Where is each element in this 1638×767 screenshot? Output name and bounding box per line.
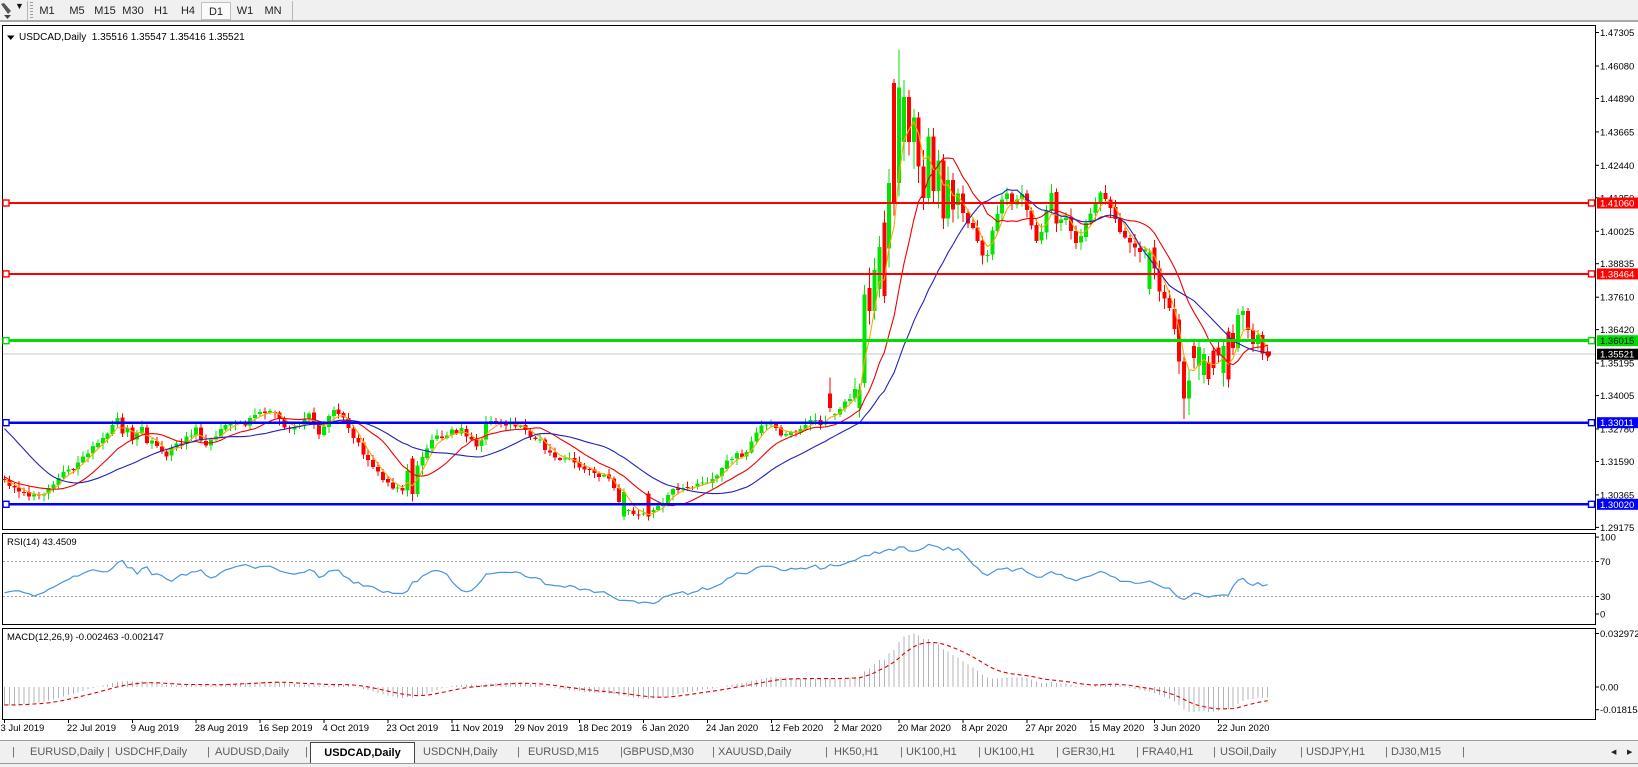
svg-text:1.30020: 1.30020 xyxy=(1600,500,1634,511)
svg-text:8 Apr 2020: 8 Apr 2020 xyxy=(962,723,1008,734)
svg-text:27 Apr 2020: 27 Apr 2020 xyxy=(1025,723,1076,734)
svg-text:100: 100 xyxy=(1600,533,1616,544)
svg-text:18 Dec 2019: 18 Dec 2019 xyxy=(578,723,632,734)
svg-text:1.38464: 1.38464 xyxy=(1600,269,1634,280)
svg-text:6 Jan 2020: 6 Jan 2020 xyxy=(642,723,689,734)
svg-text:9 Aug 2019: 9 Aug 2019 xyxy=(131,723,179,734)
svg-text:1.31590: 1.31590 xyxy=(1600,457,1634,468)
svg-text:24 Jan 2020: 24 Jan 2020 xyxy=(706,723,758,734)
svg-text:1.29175: 1.29175 xyxy=(1600,523,1634,534)
svg-text:1.41060: 1.41060 xyxy=(1600,199,1634,210)
svg-text:-0.018154: -0.018154 xyxy=(1600,705,1638,716)
svg-text:3 Jul 2019: 3 Jul 2019 xyxy=(1,723,45,734)
svg-text:1.36015: 1.36015 xyxy=(1600,336,1634,347)
svg-text:3 Jun 2020: 3 Jun 2020 xyxy=(1153,723,1200,734)
svg-text:RSI(14) 43.4509: RSI(14) 43.4509 xyxy=(7,537,77,548)
svg-text:0: 0 xyxy=(1600,610,1605,621)
svg-text:22 Jun 2020: 22 Jun 2020 xyxy=(1217,723,1269,734)
svg-text:1.30365: 1.30365 xyxy=(1600,490,1634,501)
svg-text:1.40025: 1.40025 xyxy=(1600,227,1634,238)
svg-text:20 Mar 2020: 20 Mar 2020 xyxy=(898,723,951,734)
svg-text:23 Oct 2019: 23 Oct 2019 xyxy=(386,723,438,734)
svg-text:1.42440: 1.42440 xyxy=(1600,161,1634,172)
svg-text:1.35195: 1.35195 xyxy=(1600,359,1634,370)
svg-text:4 Oct 2019: 4 Oct 2019 xyxy=(323,723,369,734)
svg-text:12 Feb 2020: 12 Feb 2020 xyxy=(770,723,823,734)
svg-text:MACD(12,26,9) -0.002463 -0.002: MACD(12,26,9) -0.002463 -0.002147 xyxy=(7,632,164,643)
svg-text:1.46080: 1.46080 xyxy=(1600,62,1634,73)
svg-text:70: 70 xyxy=(1600,557,1611,568)
svg-text:1.33011: 1.33011 xyxy=(1600,418,1634,429)
svg-text:1.44890: 1.44890 xyxy=(1600,94,1634,105)
svg-text:1.43665: 1.43665 xyxy=(1600,127,1634,138)
svg-text:0.032972: 0.032972 xyxy=(1600,629,1638,640)
svg-text:29 Nov 2019: 29 Nov 2019 xyxy=(514,723,568,734)
svg-text:1.38835: 1.38835 xyxy=(1600,259,1634,270)
svg-text:1.36420: 1.36420 xyxy=(1600,325,1634,336)
svg-text:USDCAD,Daily 1.35516 1.35547: USDCAD,Daily 1.35516 1.35547 1.35416 1.3… xyxy=(19,32,245,43)
svg-text:28 Aug 2019: 28 Aug 2019 xyxy=(195,723,248,734)
svg-text:0.00: 0.00 xyxy=(1600,683,1619,694)
svg-text:1.34005: 1.34005 xyxy=(1600,391,1634,402)
svg-text:11 Nov 2019: 11 Nov 2019 xyxy=(450,723,503,734)
svg-text:1.47305: 1.47305 xyxy=(1600,28,1634,39)
svg-text:1.35521: 1.35521 xyxy=(1600,350,1634,361)
svg-text:2 Mar 2020: 2 Mar 2020 xyxy=(834,723,882,734)
svg-text:15 May 2020: 15 May 2020 xyxy=(1089,723,1144,734)
svg-text:22 Jul 2019: 22 Jul 2019 xyxy=(67,723,116,734)
svg-text:30: 30 xyxy=(1600,592,1611,603)
svg-text:1.32780: 1.32780 xyxy=(1600,425,1634,436)
svg-text:16 Sep 2019: 16 Sep 2019 xyxy=(259,723,313,734)
svg-text:1.37610: 1.37610 xyxy=(1600,293,1634,304)
